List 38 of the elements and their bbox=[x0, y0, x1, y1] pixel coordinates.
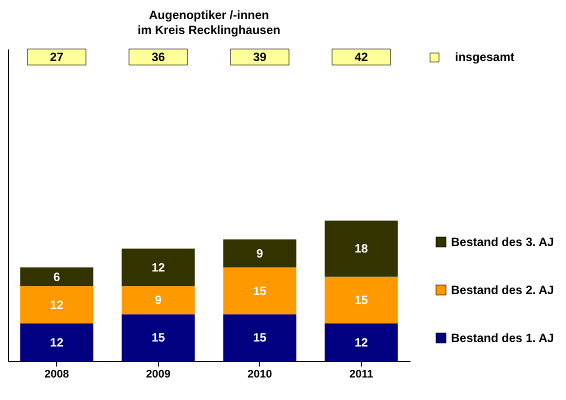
text: Augenoptiker /-innen bbox=[149, 8, 269, 22]
data-label: 12 bbox=[50, 298, 64, 312]
bar bbox=[223, 314, 296, 361]
data-label: 12 bbox=[50, 335, 64, 350]
legend-label: Bestand des 1. AJ bbox=[451, 331, 554, 345]
x-tick-label: 2009 bbox=[146, 368, 170, 380]
bar bbox=[20, 267, 94, 286]
data-label: 15 bbox=[253, 330, 267, 345]
bar bbox=[122, 286, 195, 314]
x-tick-label: 2008 bbox=[44, 368, 69, 380]
data-label: 15 bbox=[354, 293, 368, 308]
bar bbox=[20, 324, 94, 361]
bar bbox=[122, 314, 195, 361]
text: im Kreis Recklinghausen bbox=[138, 22, 280, 37]
annotation: 39 bbox=[253, 50, 267, 64]
annotation: 27 bbox=[50, 50, 64, 64]
bar bbox=[324, 220, 398, 277]
x-tick-label: 2011 bbox=[349, 368, 374, 380]
legend-label: Bestand des 2. AJ bbox=[451, 283, 554, 297]
x-tick-label: 2010 bbox=[248, 368, 272, 380]
bar bbox=[324, 324, 398, 361]
bar bbox=[20, 286, 94, 324]
data-label: 15 bbox=[152, 330, 166, 345]
data-label: 6 bbox=[53, 270, 60, 284]
data-label: 9 bbox=[154, 293, 162, 308]
data-label: 12 bbox=[354, 335, 368, 350]
annotation: 36 bbox=[152, 50, 166, 64]
text: insgesamt bbox=[455, 50, 514, 64]
legend-label: Bestand des 3. AJ bbox=[451, 235, 554, 249]
bar bbox=[223, 267, 296, 314]
annotation: 42 bbox=[354, 50, 368, 64]
bar bbox=[122, 248, 195, 286]
data-label: 12 bbox=[152, 260, 166, 274]
data-label: 15 bbox=[253, 284, 267, 298]
bar bbox=[223, 239, 296, 268]
data-label: 18 bbox=[354, 242, 368, 256]
data-label: 9 bbox=[256, 246, 264, 260]
bar bbox=[324, 276, 398, 324]
